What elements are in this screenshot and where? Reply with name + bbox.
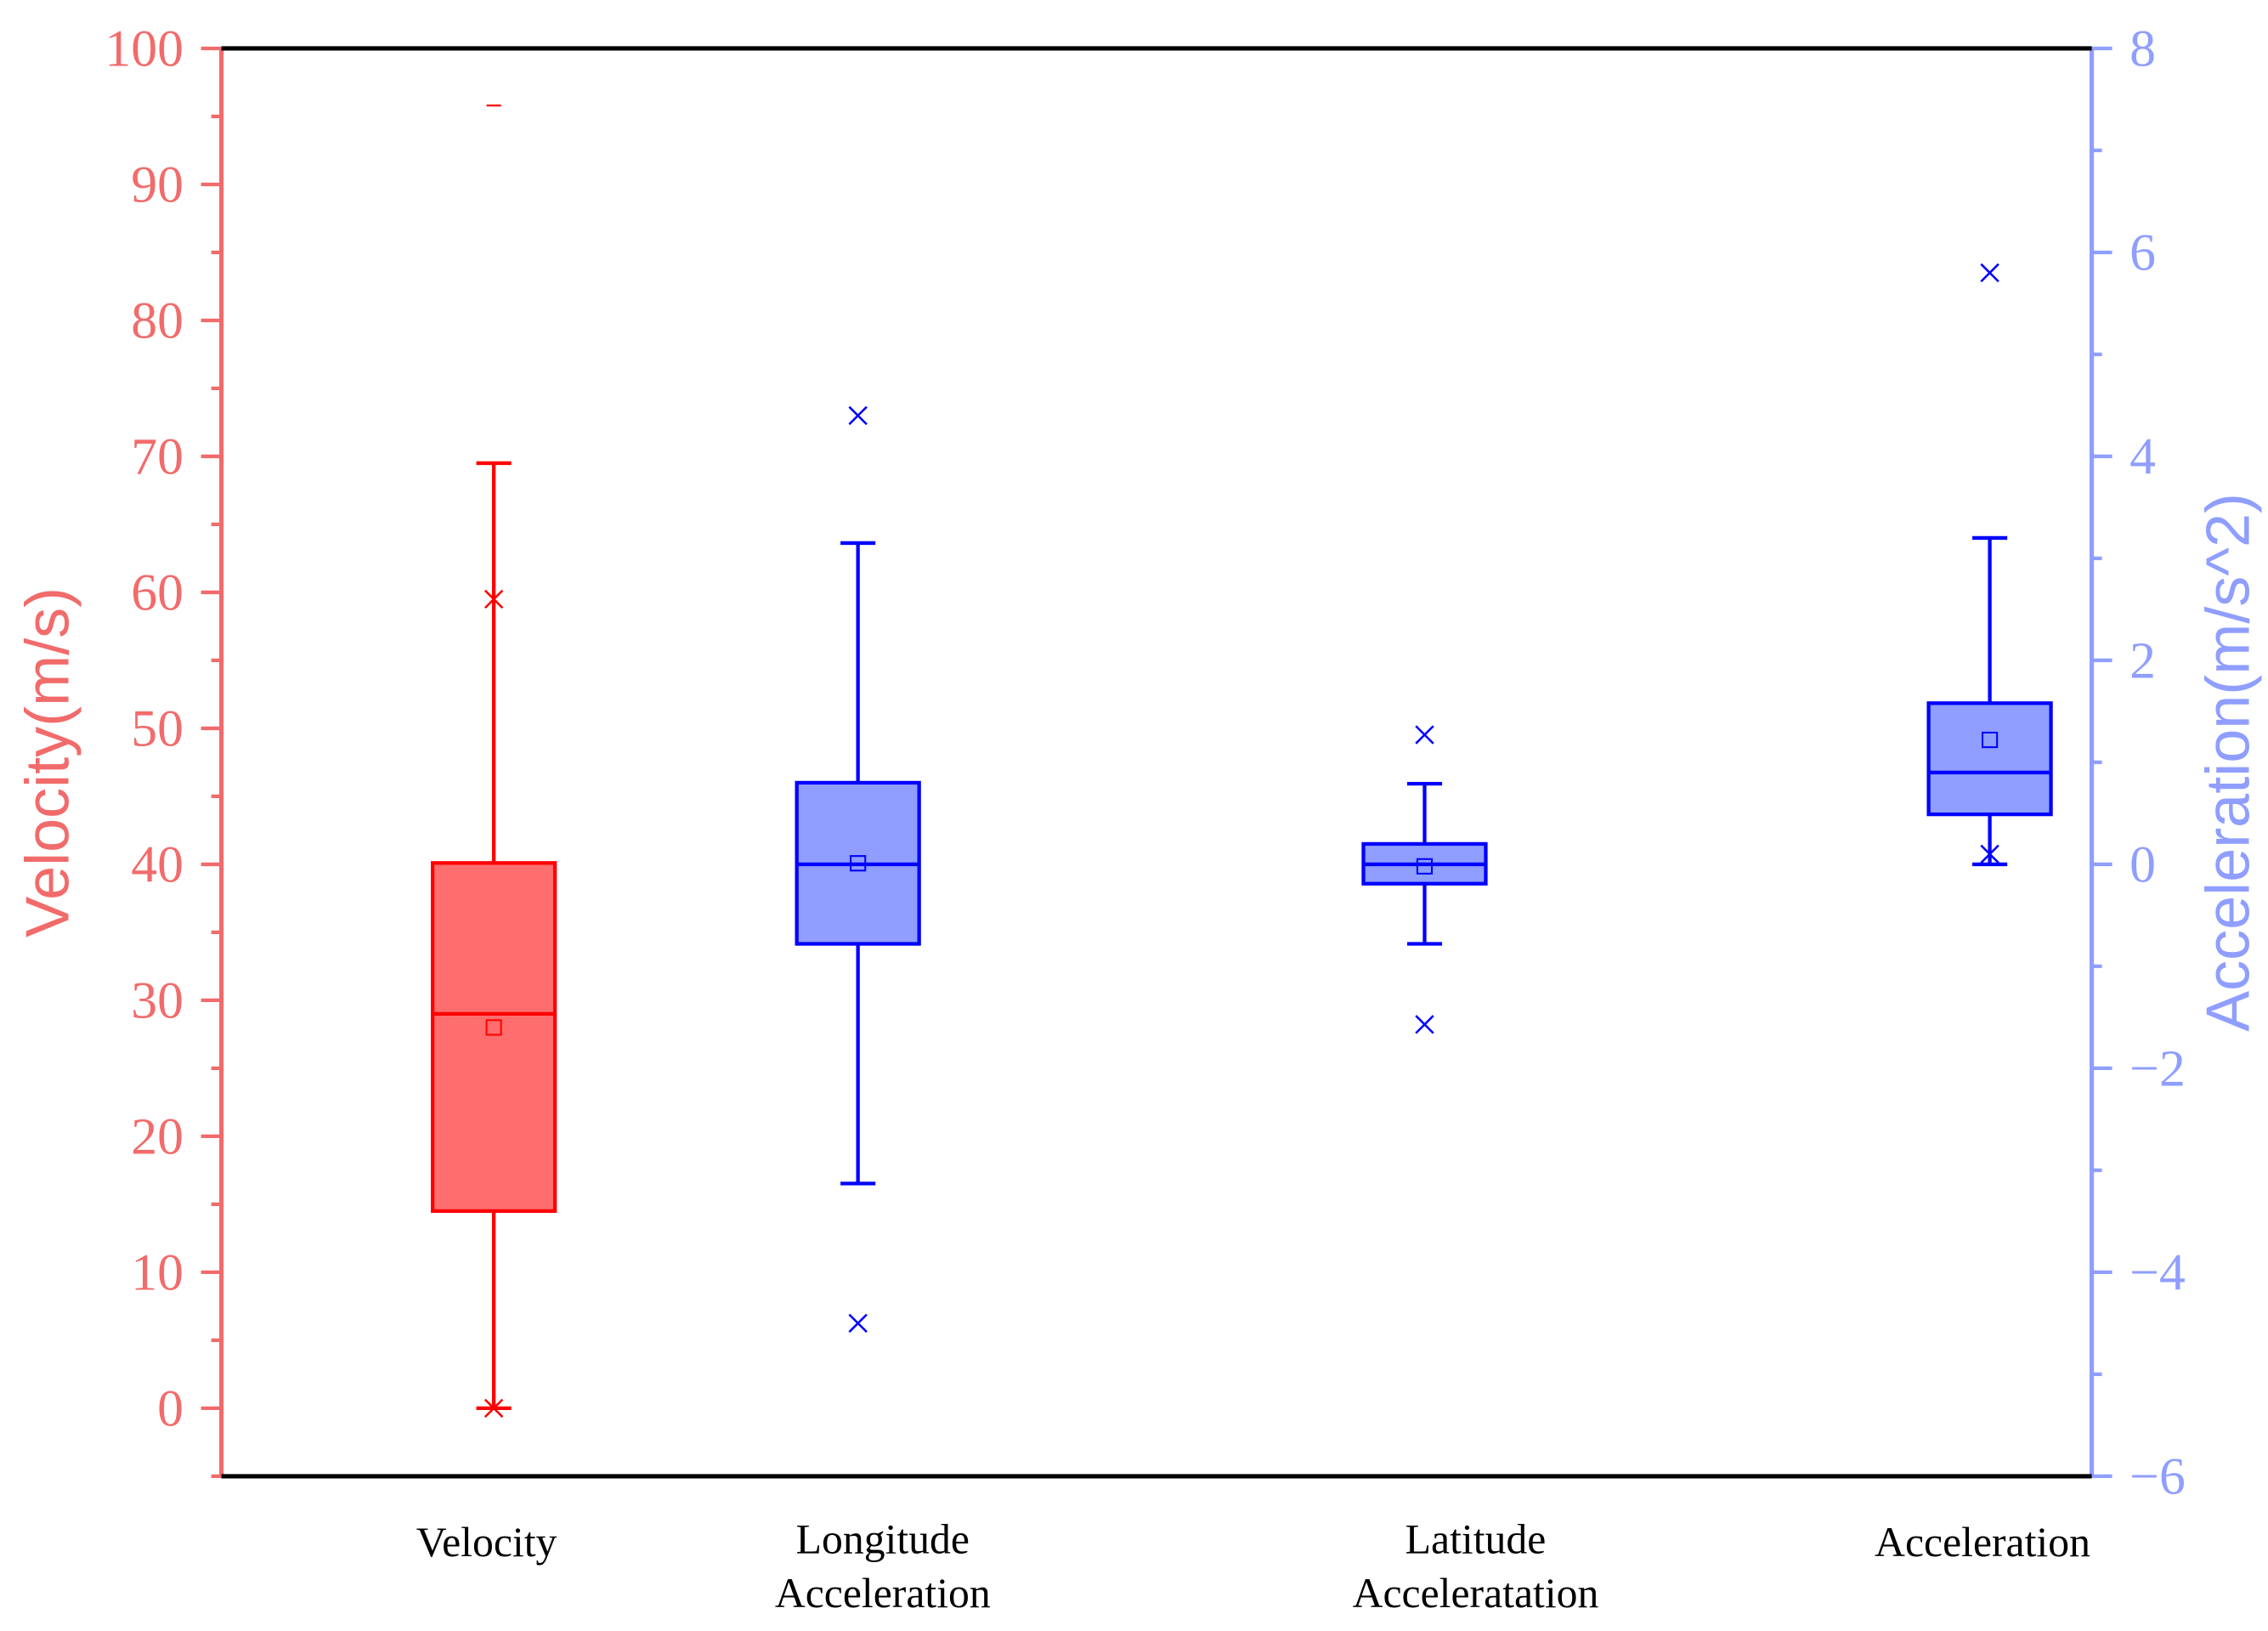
left-tick-label: 10	[131, 1243, 184, 1301]
pct_low-marker	[1415, 1015, 1434, 1034]
pct_high-marker	[848, 405, 868, 426]
category-label: Acceleratation	[1353, 1570, 1599, 1617]
category-label: Acceleration	[775, 1570, 991, 1617]
left-tick-label: 20	[131, 1107, 184, 1165]
left-tick-label: 60	[131, 564, 184, 622]
iqr-box	[430, 861, 557, 1214]
category-label: Acceleration	[1875, 1519, 2090, 1566]
left-tick-label: 100	[105, 20, 184, 78]
pct_low-marker	[1980, 844, 1999, 864]
right-tick-label: 6	[2129, 224, 2156, 282]
box-series	[430, 105, 2053, 1419]
right-tick-label: −6	[2129, 1447, 2186, 1505]
right-tick-label: −4	[2129, 1243, 2186, 1301]
mean-marker	[485, 1019, 502, 1036]
left-tick-label: 0	[157, 1379, 184, 1437]
left-velocity-axis: 0 10 20 30 40 50 60 70 80 90 100	[105, 20, 224, 1479]
left-tick-label: 70	[131, 428, 184, 486]
right-tick-label: 4	[2129, 428, 2156, 486]
right-acceleration-axis: −6 −4 −2 0 2 4 6 8	[2090, 20, 2186, 1505]
pct_high-marker	[484, 589, 504, 609]
left-tick-label: 80	[131, 292, 184, 350]
left-tick-label: 30	[131, 971, 184, 1029]
left-tick-label: 90	[131, 156, 184, 214]
category-label: Longitude	[796, 1516, 970, 1563]
box-group-2	[1361, 725, 1488, 1034]
left-axis-title: Velocity(m/s)	[14, 587, 82, 937]
left-tick-label: 50	[131, 700, 184, 758]
box-group-1	[795, 405, 921, 1334]
box-group-0	[430, 105, 557, 1419]
right-tick-label: −2	[2129, 1039, 2186, 1097]
iqr-box	[1926, 701, 2053, 817]
mean-marker	[1416, 858, 1434, 875]
right-tick-label: 8	[2129, 20, 2156, 78]
pct_high-marker	[1980, 263, 1999, 283]
category-label: Latitude	[1405, 1516, 1547, 1563]
right-tick-label: 2	[2129, 632, 2156, 690]
category-labels: Velocity Longitude Acceleration Latitude Acc…	[416, 1516, 2090, 1617]
pct_low-marker	[848, 1313, 868, 1334]
right-tick-label: 0	[2129, 835, 2156, 893]
pct_high-marker	[1415, 725, 1434, 745]
right-axis-title: Acceleration(m/s^2)	[2195, 493, 2263, 1032]
plot-frame	[221, 46, 2092, 1479]
pct_low-marker	[484, 1398, 504, 1419]
box-group-3	[1926, 263, 2053, 867]
left-tick-label: 40	[131, 835, 184, 893]
category-label: Velocity	[416, 1519, 557, 1566]
mean-marker	[850, 855, 867, 872]
mean-marker	[1981, 731, 1999, 749]
